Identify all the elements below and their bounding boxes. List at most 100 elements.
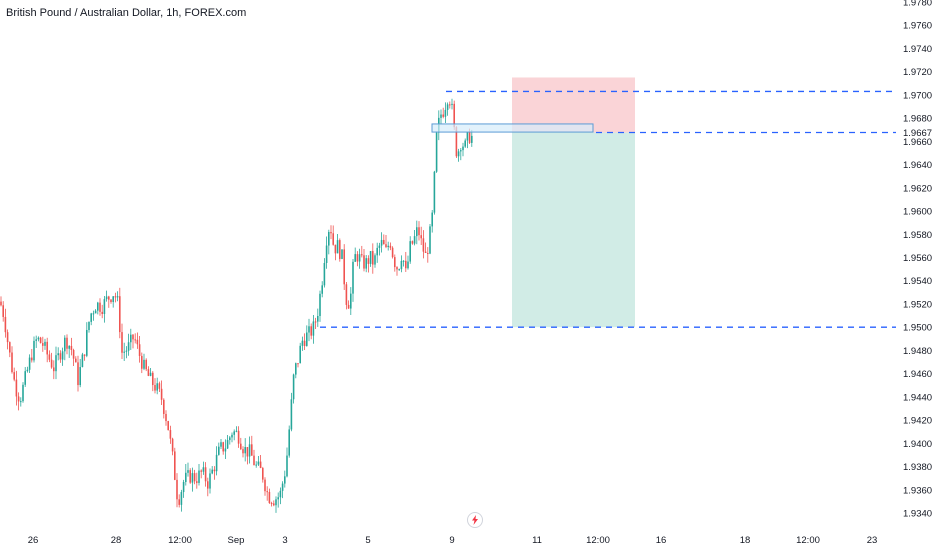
- candle: [457, 148, 460, 162]
- candle: [308, 318, 310, 342]
- candle: [343, 244, 345, 290]
- candle: [385, 234, 387, 249]
- time-axis: 26 28 12:00 Sep 3 5 9 11 12:00 16 18 12:00 23: [28, 535, 878, 546]
- candle: [306, 325, 308, 347]
- candle: [114, 292, 117, 303]
- candle: [328, 229, 330, 255]
- candle: [255, 461, 257, 468]
- candle: [86, 322, 88, 358]
- candle: [462, 142, 464, 157]
- candle: [268, 488, 271, 504]
- candle: [418, 221, 420, 241]
- candle: [163, 398, 165, 419]
- candle: [240, 437, 242, 451]
- zone-box-layer[interactable]: [431, 123, 594, 133]
- candle: [424, 242, 427, 254]
- candle: [356, 251, 359, 267]
- time-tick-label: 26: [28, 535, 39, 546]
- price-tick-label: 1.93600: [903, 485, 932, 496]
- candle: [222, 441, 224, 455]
- candle: [66, 334, 68, 355]
- price-tick-label: 1.96600: [903, 137, 932, 148]
- candle: [317, 308, 319, 327]
- candle: [396, 266, 398, 276]
- candle: [334, 244, 337, 261]
- price-tick-label: 1.94000: [903, 439, 932, 450]
- candle: [229, 435, 231, 445]
- candle: [165, 410, 167, 426]
- stop-loss-zone[interactable]: [512, 77, 635, 133]
- candle: [416, 220, 418, 245]
- candle: [97, 301, 99, 315]
- candle: [59, 350, 62, 363]
- candle: [37, 336, 40, 342]
- candlestick-series: [0, 98, 473, 513]
- candle: [17, 392, 20, 411]
- candle: [42, 336, 44, 352]
- candle: [88, 321, 90, 333]
- time-tick-label: 16: [656, 535, 667, 546]
- candle: [358, 248, 361, 269]
- candle: [281, 481, 284, 499]
- candle: [160, 380, 163, 406]
- candle: [301, 336, 304, 351]
- candle: [336, 234, 339, 254]
- price-tick-label: 1.97800: [903, 0, 932, 9]
- candle: [402, 260, 405, 267]
- candle: [55, 346, 57, 380]
- candle: [200, 469, 202, 479]
- candle: [413, 230, 416, 246]
- price-tick-label: 1.94200: [903, 416, 932, 427]
- candle: [24, 367, 26, 387]
- candle: [218, 442, 220, 456]
- price-tick-label: 1.97400: [903, 44, 932, 55]
- candle: [39, 336, 42, 344]
- candle: [330, 225, 332, 240]
- candle: [77, 355, 79, 392]
- lightning-bolt-icon[interactable]: [467, 512, 483, 528]
- candle: [182, 479, 185, 498]
- candle: [224, 439, 227, 460]
- candle: [345, 281, 348, 310]
- time-tick-label: 9: [449, 535, 454, 546]
- time-tick-label: 3: [282, 535, 287, 546]
- candle: [259, 454, 262, 469]
- candle: [367, 255, 370, 273]
- candle: [420, 226, 422, 246]
- candle: [44, 338, 46, 350]
- horizontal-levels[interactable]: [320, 90, 896, 328]
- price-tick-label: 1.95800: [903, 230, 932, 241]
- candle: [369, 251, 372, 267]
- candle: [178, 494, 180, 508]
- candle: [189, 468, 191, 484]
- candle: [237, 426, 240, 448]
- candle: [398, 268, 400, 271]
- chart-title: British Pound / Australian Dollar, 1h, F…: [6, 7, 247, 19]
- candle: [310, 323, 312, 340]
- candle: [286, 447, 288, 478]
- candle: [341, 249, 343, 260]
- candle: [127, 333, 130, 356]
- candle: [92, 310, 95, 321]
- price-tick-label: 1.95200: [903, 299, 932, 310]
- candle: [444, 102, 447, 124]
- candle: [136, 332, 139, 349]
- candle: [11, 346, 13, 374]
- candle: [171, 437, 174, 456]
- candle: [321, 281, 323, 298]
- time-tick-label: 23: [867, 535, 878, 546]
- price-tick-label: 1.95600: [903, 253, 932, 264]
- candle: [297, 363, 299, 368]
- candle: [405, 251, 407, 272]
- candle: [119, 287, 121, 339]
- candle: [33, 336, 35, 363]
- candle: [143, 353, 145, 371]
- candle: [466, 131, 469, 149]
- candle: [35, 335, 37, 348]
- supply-zone-box[interactable]: [431, 123, 594, 133]
- candle: [394, 254, 396, 272]
- time-tick-label: 12:00: [586, 535, 610, 546]
- time-tick-label: Sep: [228, 535, 245, 546]
- take-profit-zone[interactable]: [512, 132, 635, 328]
